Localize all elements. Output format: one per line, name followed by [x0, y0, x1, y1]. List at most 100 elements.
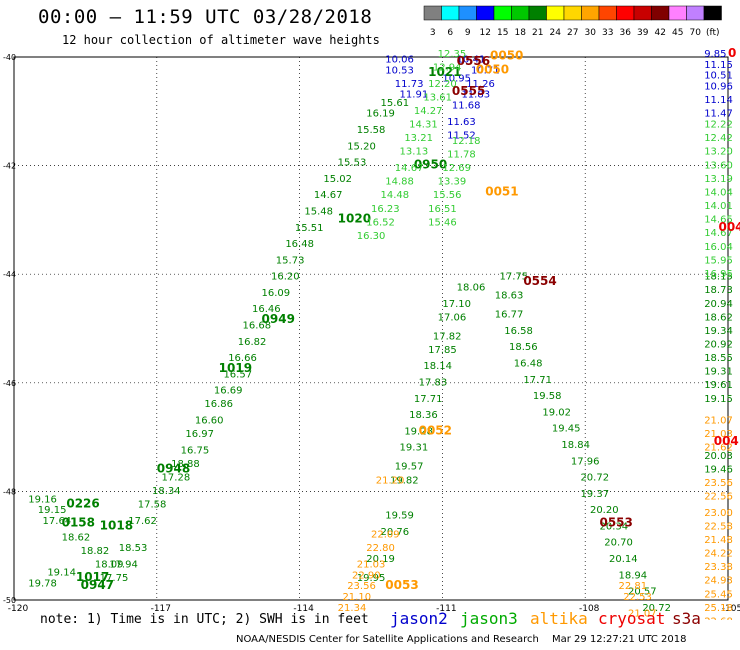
wave-height-label: 22.68	[704, 616, 733, 620]
wave-height-label: 16.51	[428, 204, 457, 215]
wave-height-label: 16.52	[366, 217, 395, 228]
wave-height-label: 11.47	[704, 109, 733, 120]
wave-height-label: 23.56	[704, 478, 733, 489]
wave-height-label: 11.78	[447, 149, 476, 160]
wave-height-label: 16.58	[504, 326, 533, 337]
wave-height-label: 19.82	[390, 475, 419, 486]
wave-height-label: 18.34	[152, 486, 181, 497]
pass-time-label: 1021	[428, 65, 461, 79]
wave-height-label: 16.77	[495, 310, 524, 321]
wave-height-label: 21.62	[704, 443, 733, 454]
wave-height-label: 11.52	[447, 130, 476, 141]
wave-height-label: 20.70	[604, 538, 633, 549]
x-tick-label: -105	[722, 604, 740, 614]
wave-height-label: 21.10	[342, 592, 371, 603]
pass-time-label: 1018	[100, 518, 133, 532]
wave-height-label: 16.20	[271, 272, 300, 283]
wave-height-label: 11.68	[452, 101, 481, 112]
pass-time-label: 004	[718, 220, 740, 234]
wave-height-label: 18.15	[704, 272, 733, 283]
legend-swatch	[703, 5, 722, 21]
wave-height-label: 11.14	[704, 95, 733, 106]
wave-height-label: 18.06	[457, 282, 486, 293]
wave-height-label: 11.63	[447, 117, 476, 128]
wave-height-label: 13.13	[400, 147, 429, 158]
wave-height-label: 20.20	[590, 505, 619, 516]
wave-height-label: 13.20	[704, 147, 733, 158]
wave-height-label: 17.82	[433, 331, 462, 342]
wave-height-label: 19.46	[704, 464, 733, 475]
y-tick-label: -44	[3, 270, 16, 279]
wave-height-label: 22.90	[352, 570, 381, 581]
pass-time-label: 0051	[485, 184, 518, 198]
wave-height-label: 19.95	[357, 573, 386, 584]
wave-height-label: 16.82	[238, 337, 267, 348]
wave-height-label: 17.28	[162, 473, 191, 484]
wave-height-label: 18.88	[171, 459, 200, 470]
legend-label: 12	[480, 28, 491, 38]
legend-label: 70	[690, 28, 702, 38]
satellite-name: altika	[530, 609, 588, 628]
legend-label: 27	[567, 28, 578, 38]
wave-height-label: 16.57	[223, 369, 252, 380]
legend-label: 33	[602, 28, 613, 38]
wave-height-label: 18.62	[62, 532, 91, 543]
wave-height-label: 17.10	[442, 299, 471, 310]
satellite-name: cryosat	[598, 609, 666, 628]
wave-height-label: 10.96	[704, 82, 733, 93]
wave-height-label: 18.63	[495, 291, 524, 302]
wave-height-label: 13.61	[423, 92, 452, 103]
wave-height-label: 14.01	[704, 201, 733, 212]
wave-height-label: 20.14	[609, 554, 638, 565]
wave-height-label: 16.30	[357, 231, 386, 242]
wave-height-label: 16.19	[366, 109, 395, 120]
legend-label: 45	[672, 28, 683, 38]
pass-time-label: 0053	[385, 578, 418, 592]
pass-time-label: 0556	[457, 54, 490, 68]
wave-height-label: 20.94	[704, 299, 733, 310]
wave-height-label: 15.53	[338, 158, 367, 169]
wave-height-label: 14.31	[409, 120, 438, 131]
wave-height-label: 21.07	[628, 608, 657, 619]
wave-height-label: 14.27	[414, 106, 443, 117]
wave-height-label: 16.69	[214, 386, 243, 397]
wave-height-label: 15.56	[433, 190, 462, 201]
wave-height-label: 19.59	[385, 511, 414, 522]
wave-height-label: 16.66	[228, 353, 257, 364]
wave-height-label: 14.88	[385, 177, 414, 188]
wave-height-label: 17.58	[138, 500, 167, 511]
wave-height-label: 12.22	[704, 120, 733, 131]
pass-time-label: 0052	[419, 423, 452, 437]
wave-height-label: 18.09	[95, 559, 124, 570]
y-tick-label: -42	[3, 162, 16, 171]
wave-height-label: 15.61	[381, 98, 410, 109]
wave-height-label: 19.16	[28, 494, 57, 505]
wave-height-label: 22.80	[366, 543, 395, 554]
wave-height-label: 12.20	[428, 79, 457, 90]
pass-time-label: 1019	[219, 361, 252, 375]
pass-time-label: 0	[728, 46, 736, 60]
wave-height-label: 17.85	[428, 345, 457, 356]
wave-height-label: 19.15	[38, 505, 67, 516]
pass-time-label: 0950	[414, 157, 447, 171]
wave-height-label: 25.45	[704, 589, 733, 600]
legend-label: 15	[497, 28, 508, 38]
x-tick-label: -108	[579, 604, 600, 614]
legend-label: 3	[430, 28, 436, 38]
pass-time-label: 0553	[599, 516, 632, 530]
plot-area: -120 -117 -114 -111 -108 -105 -40 -42 -44 -46 -48 -…	[3, 46, 740, 620]
y-tick-label: -50	[3, 596, 16, 605]
wave-height-label: 13.21	[404, 133, 433, 144]
pass-time-label: 0226	[66, 497, 99, 511]
wave-height-label: 18.82	[81, 546, 110, 557]
wave-height-label: 10.95	[442, 73, 471, 84]
wave-height-label: 11.15	[704, 60, 733, 71]
wave-height-label: 20.72	[642, 603, 671, 614]
wave-height-label: 16.95	[704, 269, 733, 280]
pass-time-label: 0948	[157, 461, 190, 475]
legend-label: 42	[655, 28, 666, 38]
wave-height-label: 21.31	[633, 619, 662, 620]
wave-height-label: 13.60	[704, 160, 733, 171]
wave-height-label: 18.36	[409, 410, 438, 421]
wave-height-label: 11.73	[395, 79, 424, 90]
